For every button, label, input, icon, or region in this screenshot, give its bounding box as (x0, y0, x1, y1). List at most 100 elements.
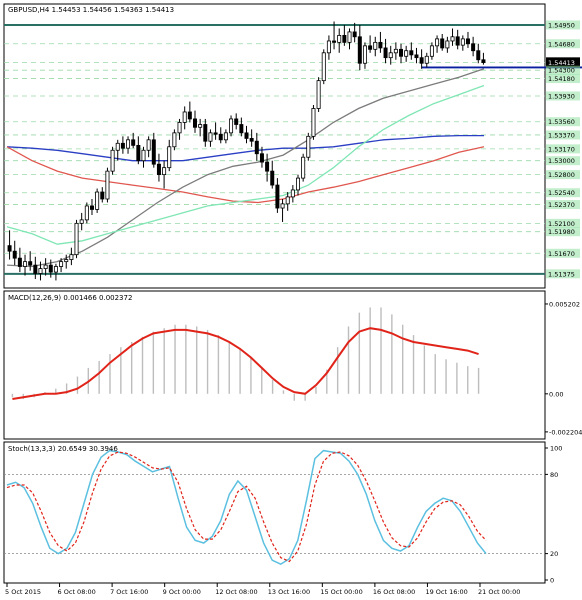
candle-body (162, 167, 167, 176)
candle-body (38, 268, 43, 274)
time-axis-label: 5 Oct 2015 (5, 588, 41, 596)
macd-signal-line-path (12, 327, 479, 400)
macd-signal-line (12, 327, 479, 400)
candle-body (306, 135, 311, 158)
candle-body (218, 133, 223, 141)
candle-body (234, 118, 239, 125)
candle-body (445, 40, 450, 49)
candle-body (270, 170, 275, 186)
stoch-main-line (6, 449, 487, 566)
price-label-bg (546, 200, 580, 210)
time-axis-label: 19 Oct 16:00 (425, 588, 467, 596)
price-scale-label: 1.54300 (548, 67, 575, 75)
candle-body (79, 219, 84, 224)
price-label-bg (546, 218, 580, 228)
price-label-bg (546, 74, 580, 84)
candle-body (435, 38, 440, 47)
moving-average-line (6, 68, 485, 268)
time-axis-label: 12 Oct 08:00 (215, 588, 257, 596)
candle-body (337, 35, 342, 43)
candle-body (100, 191, 105, 200)
candle-body (198, 124, 203, 128)
candle-body (249, 138, 254, 142)
candle-body (301, 156, 306, 179)
candle-body (115, 142, 120, 151)
price-scale-label: 1.52100 (548, 220, 575, 228)
candle-body (455, 36, 460, 46)
price-scale-label: 1.53370 (548, 131, 575, 139)
stoch-scale-label: 80 (550, 471, 558, 479)
last-price-marker (546, 57, 580, 68)
stoch-scale-label: 0 (550, 577, 554, 585)
time-axis-label: 7 Oct 16:00 (110, 588, 148, 596)
price-label-bg (546, 117, 580, 127)
macd-pane-frame (3, 290, 546, 440)
price-label-bg (546, 170, 580, 180)
candle-body (23, 261, 28, 267)
candle-body (172, 132, 177, 148)
candle-body (141, 149, 146, 162)
candle-body (357, 36, 362, 64)
candle-body (254, 140, 259, 155)
candle-body (342, 35, 347, 43)
candle-body (414, 54, 419, 59)
candle-body (471, 43, 476, 52)
time-axis-label: 9 Oct 00:00 (163, 588, 201, 596)
candle-body (167, 146, 172, 169)
candle-body (126, 139, 131, 149)
moving-average-line (6, 134, 484, 162)
candle-body (476, 50, 481, 61)
candle-body (373, 41, 378, 50)
candle-body (239, 124, 244, 134)
candle-body (440, 38, 445, 49)
price-scale-label: 1.52540 (548, 189, 575, 197)
candle-body (64, 259, 69, 263)
price-label-bg (546, 65, 580, 75)
stoch-lines (6, 449, 487, 566)
macd-scale-label: 0.005202 (549, 300, 580, 308)
candle-body (151, 139, 156, 165)
price-label-bg (546, 248, 580, 258)
price-scale-label: 1.51375 (548, 270, 575, 278)
price-scale-label: 1.53560 (548, 118, 575, 126)
price-scale-label: 1.52370 (548, 201, 575, 209)
candle-body (450, 36, 455, 42)
stoch-pane-frame (3, 441, 546, 584)
candle-body (208, 132, 213, 142)
last-price-label: 1.54413 (548, 59, 575, 67)
candle-body (17, 257, 22, 267)
time-axis-label: 21 Oct 00:00 (478, 588, 520, 596)
candle-body (404, 50, 409, 57)
candle-body (362, 45, 367, 64)
price-scale-label: 1.54180 (548, 75, 575, 83)
candle-body (311, 108, 316, 137)
candle-body (259, 153, 264, 163)
candle-body (33, 264, 38, 274)
price-label-bg (546, 130, 580, 140)
price-scale-label: 1.52800 (548, 171, 575, 179)
time-axis-label: 13 Oct 16:00 (268, 588, 310, 596)
candle-body (177, 122, 182, 134)
macd-scale-label: -0.002204 (549, 428, 582, 436)
candle-body (131, 139, 136, 146)
price-candles (7, 21, 486, 281)
candle-body (110, 149, 115, 172)
candle-body (326, 40, 331, 54)
candle-body (120, 142, 125, 149)
candle-body (156, 163, 161, 176)
candle-body (460, 38, 465, 46)
candle-body (146, 139, 151, 151)
candle-body (43, 264, 48, 269)
stoch-signal-line (6, 451, 487, 563)
candle-body (368, 45, 373, 50)
candle-body (280, 203, 285, 209)
candle-body (465, 38, 470, 45)
time-axis: 5 Oct 2015 6 Oct 08:00 7 Oct 16:00 9 Oct 00… (5, 583, 520, 596)
price-label-bg (546, 269, 580, 279)
candle-body (69, 254, 74, 260)
candle-body (95, 191, 100, 210)
price-scale-label: 1.51980 (548, 228, 575, 236)
candle-body (28, 261, 33, 266)
candle-body (213, 132, 218, 135)
macd-title: MACD(12,26,9) 0.001466 0.002372 (8, 294, 132, 302)
